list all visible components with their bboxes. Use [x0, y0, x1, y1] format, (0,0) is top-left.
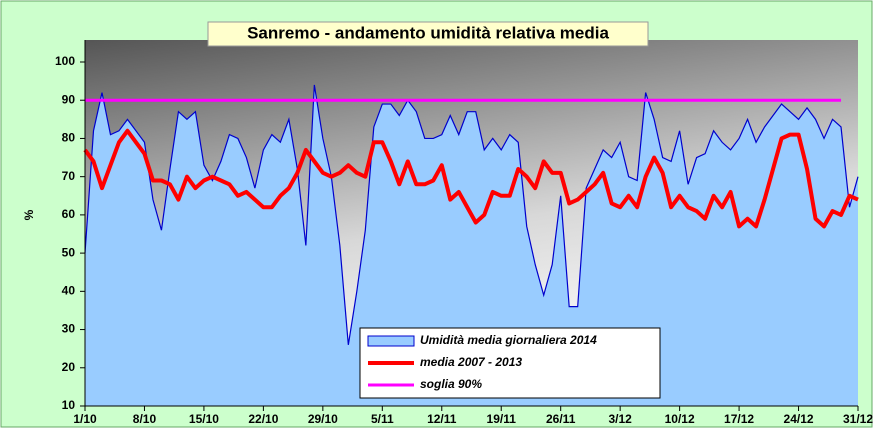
y-tick-label: 50 [62, 245, 76, 259]
y-tick-label: 40 [62, 284, 76, 298]
y-axis-label: % [22, 209, 36, 220]
title-box [207, 21, 649, 47]
y-tick-label: 30 [62, 322, 76, 336]
legend-label: Umidità media giornaliera 2014 [420, 333, 597, 347]
legend-label: soglia 90% [420, 377, 482, 391]
x-tick-label: 31/12 [843, 412, 873, 426]
x-tick-label: 8/10 [133, 412, 157, 426]
x-tick-label: 29/10 [308, 412, 338, 426]
y-tick-label: 100 [55, 54, 75, 68]
legend-label: media 2007 - 2013 [420, 355, 522, 369]
x-tick-label: 5/11 [371, 412, 394, 426]
area [85, 84, 858, 406]
x-tick-label: 3/12 [608, 412, 632, 426]
x-tick-label: 1/10 [73, 412, 97, 426]
x-tick-label: 12/11 [427, 412, 457, 426]
series-line [83, 128, 859, 229]
chart-title: Sanremo - andamento umidità relativa med… [247, 23, 609, 42]
x-tick-label: 22/10 [248, 412, 278, 426]
y-tick-label: 60 [62, 207, 76, 221]
x-tick-label: 26/11 [546, 412, 576, 426]
x-tick-label: 17/12 [724, 412, 754, 426]
x-tick-label: 24/12 [784, 412, 814, 426]
legend-swatch [367, 335, 415, 347]
y-tick-label: 90 [62, 92, 76, 106]
y-tick-label: 70 [62, 169, 76, 183]
y-tick-label: 20 [62, 360, 76, 374]
x-tick-label: 19/11 [487, 412, 517, 426]
x-tick-label: 10/12 [665, 412, 695, 426]
y-tick-label: 10 [62, 398, 76, 412]
y-tick-label: 80 [62, 131, 76, 145]
x-tick-label: 15/10 [189, 412, 219, 426]
